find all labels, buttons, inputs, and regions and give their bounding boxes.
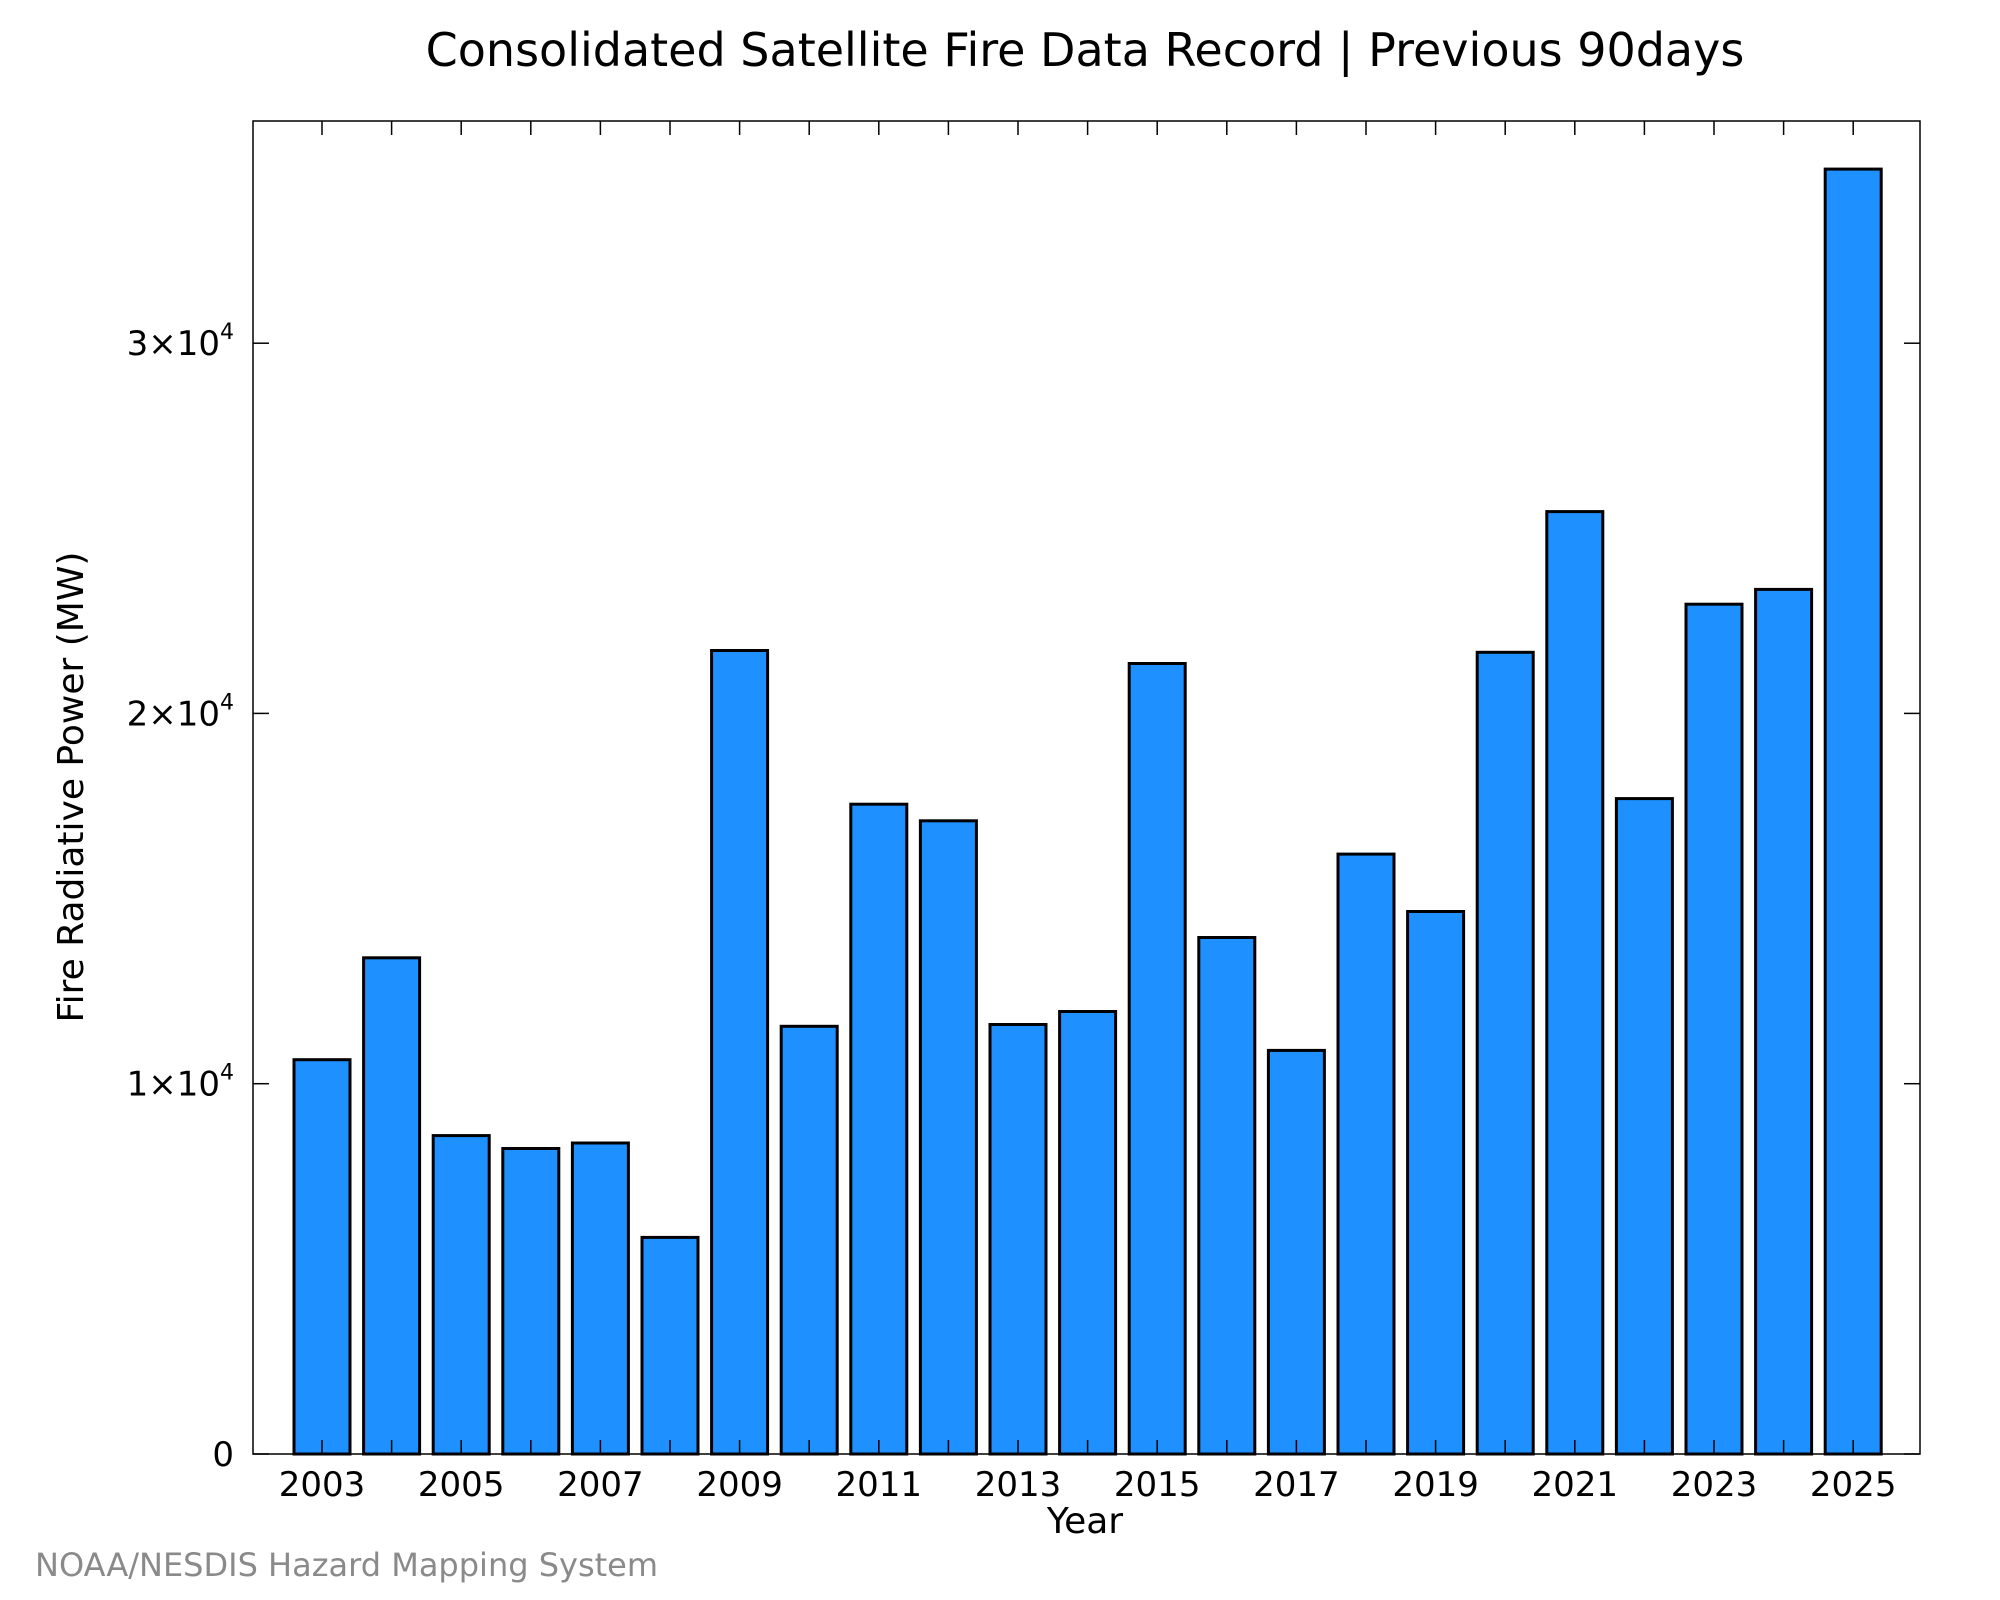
bar-2024 xyxy=(1754,587,1814,1456)
plot-frame xyxy=(252,120,1921,1455)
x-tick-label: 2015 xyxy=(1114,1465,1201,1505)
x-tick-label: 2005 xyxy=(418,1465,505,1505)
bar-2010 xyxy=(779,1024,839,1456)
bar-2023 xyxy=(1684,602,1744,1456)
bar-2012 xyxy=(918,819,978,1456)
bar-2006 xyxy=(501,1147,561,1456)
y-tick-label: 1×104 xyxy=(127,1061,234,1105)
x-tick-label: 2003 xyxy=(279,1465,366,1505)
bar-2011 xyxy=(849,802,909,1456)
x-tick-label: 2011 xyxy=(836,1465,923,1505)
bar-2025 xyxy=(1823,167,1883,1456)
x-axis-ticks: 2003 2005 2007 2009 2011 2013 2015 2017 2019 2021… xyxy=(279,121,1897,1505)
x-tick-label: 2013 xyxy=(975,1465,1062,1505)
x-tick-label: 2025 xyxy=(1810,1465,1897,1505)
bar-2015 xyxy=(1127,662,1187,1456)
y-tick-label: 2×104 xyxy=(127,690,234,734)
x-tick-label: 2007 xyxy=(557,1465,644,1505)
bar-2007 xyxy=(570,1141,630,1456)
bar-2008 xyxy=(640,1235,700,1456)
bar-2014 xyxy=(1058,1010,1118,1456)
bar-2016 xyxy=(1197,936,1257,1456)
x-axis-label: Year xyxy=(1046,1501,1123,1542)
x-tick-label: 2017 xyxy=(1253,1465,1340,1505)
bar-2022 xyxy=(1614,797,1674,1456)
y-tick-label: 0 xyxy=(212,1435,234,1475)
bar-2020 xyxy=(1475,650,1535,1456)
bar-2003 xyxy=(292,1058,352,1456)
bar-2017 xyxy=(1266,1048,1326,1456)
bar-2018 xyxy=(1336,852,1396,1456)
source-credit: NOAA/NESDIS Hazard Mapping System xyxy=(35,1546,658,1584)
bar-2009 xyxy=(710,649,770,1456)
x-tick-label: 2021 xyxy=(1532,1465,1619,1505)
y-axis-ticks: 0 1×104 2×104 3×104 xyxy=(127,320,1920,1475)
bar-2021 xyxy=(1545,510,1605,1456)
chart-title: Consolidated Satellite Fire Data Record … xyxy=(426,23,1745,78)
x-tick-label: 2023 xyxy=(1671,1465,1758,1505)
y-tick-label: 3×104 xyxy=(127,320,234,364)
bar-2013 xyxy=(988,1023,1048,1456)
y-axis-label: Fire Radiative Power (MW) xyxy=(51,552,92,1023)
x-tick-label: 2009 xyxy=(696,1465,783,1505)
bar-2019 xyxy=(1406,910,1466,1456)
bar-2005 xyxy=(431,1134,491,1456)
bar-2004 xyxy=(362,956,422,1456)
bars-group xyxy=(292,167,1883,1456)
x-tick-label: 2019 xyxy=(1392,1465,1479,1505)
